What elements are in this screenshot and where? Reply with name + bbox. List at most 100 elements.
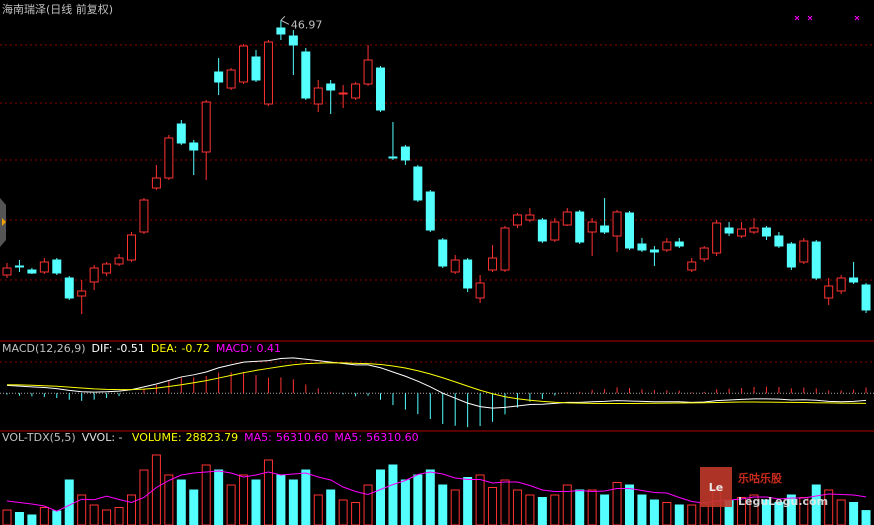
candle-body bbox=[14, 265, 24, 268]
candle-body bbox=[251, 56, 261, 81]
volume-bar bbox=[811, 484, 821, 525]
candle-body bbox=[39, 261, 49, 273]
candle-body bbox=[2, 267, 12, 276]
volume-bar bbox=[338, 499, 348, 525]
volume-bar bbox=[425, 469, 435, 525]
candle-body bbox=[849, 277, 859, 283]
volume-bar bbox=[64, 479, 74, 525]
readout-name: MA5: bbox=[334, 431, 362, 444]
candle-body bbox=[836, 277, 846, 292]
candle-body bbox=[712, 222, 722, 254]
volume-bar bbox=[637, 494, 647, 525]
candle-body bbox=[575, 211, 585, 243]
volume-bar bbox=[488, 487, 498, 525]
candle-body bbox=[724, 227, 734, 234]
volume-bar bbox=[52, 510, 62, 525]
candle-body bbox=[674, 241, 684, 247]
high-pointer bbox=[280, 15, 290, 25]
volume-bar bbox=[600, 494, 610, 525]
candle-body bbox=[89, 267, 99, 283]
candle-body bbox=[301, 51, 311, 99]
volume-bar bbox=[537, 497, 547, 525]
candle-body bbox=[749, 227, 759, 233]
candle-body bbox=[737, 228, 747, 237]
candle-body bbox=[288, 35, 298, 46]
candle-body bbox=[77, 290, 87, 297]
readout-name: DEA: bbox=[151, 342, 177, 355]
volume-bar bbox=[388, 464, 398, 525]
candle-body bbox=[512, 214, 522, 226]
candle-body bbox=[811, 241, 821, 279]
volume-bar bbox=[2, 509, 12, 525]
volume-bar bbox=[649, 499, 659, 525]
volume-bar bbox=[164, 474, 174, 525]
volume-bar bbox=[587, 489, 597, 525]
candle-body bbox=[450, 259, 460, 273]
readout: VOL-TDX(5,5) VVOL: - VOLUME: 28823.79 MA5: 56… bbox=[2, 431, 419, 444]
candle-body bbox=[488, 257, 498, 271]
watermark-title: 乐咕乐股 bbox=[738, 471, 783, 485]
candle-body bbox=[214, 71, 224, 83]
readout-value: 56310.60 bbox=[366, 431, 419, 444]
volume-bar bbox=[612, 482, 622, 525]
candle-body bbox=[376, 67, 385, 111]
candle-body bbox=[326, 83, 336, 91]
candle-body bbox=[425, 191, 435, 231]
volume-bar bbox=[687, 504, 697, 525]
candle-body bbox=[786, 243, 796, 268]
volume-bar bbox=[14, 512, 24, 525]
candle-body bbox=[612, 211, 622, 237]
volume-bar bbox=[239, 474, 249, 525]
candle-body bbox=[649, 249, 659, 253]
marker bbox=[794, 15, 860, 21]
candle-body bbox=[189, 142, 199, 151]
candle-body bbox=[201, 101, 211, 153]
candle-body bbox=[263, 41, 273, 105]
candle-body bbox=[164, 137, 174, 179]
volume-bar bbox=[562, 484, 572, 525]
candle-body bbox=[625, 212, 634, 249]
volume-bar bbox=[749, 494, 759, 525]
readout-name: MACD: bbox=[216, 342, 253, 355]
watermark: Le 乐咕乐股 LeguLegu.com bbox=[700, 467, 828, 508]
candle-body bbox=[475, 282, 485, 299]
candle-body bbox=[400, 146, 410, 161]
candle-body bbox=[463, 259, 473, 289]
chart-title: 海南瑞泽(日线 前复权) bbox=[2, 2, 113, 16]
candle-body bbox=[127, 234, 136, 261]
volume-bar bbox=[861, 510, 871, 525]
candle-body bbox=[151, 177, 161, 189]
volume-bar bbox=[114, 507, 124, 525]
candle-body bbox=[114, 257, 124, 265]
candle-body bbox=[413, 166, 423, 201]
readout-name: VOLUME: bbox=[132, 431, 182, 444]
candle-body bbox=[313, 87, 323, 105]
markers bbox=[794, 15, 860, 21]
volume-bar bbox=[214, 469, 224, 525]
candle-body bbox=[799, 240, 809, 263]
readout-value: 0.41 bbox=[257, 342, 282, 355]
macd-line bbox=[6, 357, 867, 409]
volume-bar bbox=[77, 494, 87, 525]
volume-bar bbox=[127, 494, 136, 525]
volume-bar bbox=[363, 484, 373, 525]
volume-bar bbox=[674, 504, 684, 525]
volume-bar bbox=[226, 484, 236, 525]
volume-bar bbox=[737, 497, 747, 525]
candle-body bbox=[861, 284, 871, 311]
readout-name: DIF: bbox=[92, 342, 113, 355]
volume-bar bbox=[438, 484, 448, 525]
candle-body bbox=[761, 227, 771, 237]
candle-body bbox=[500, 227, 510, 271]
candle-body bbox=[139, 199, 149, 233]
volume-bar bbox=[400, 479, 410, 525]
candle-body bbox=[537, 219, 547, 242]
watermark-logo: Le bbox=[709, 481, 723, 494]
volume-bar bbox=[27, 514, 37, 525]
volume-bar bbox=[500, 479, 510, 525]
volume-bar bbox=[836, 499, 846, 525]
candle-body bbox=[64, 277, 74, 299]
candle-body bbox=[276, 27, 286, 35]
readout-value: 28823.79 bbox=[186, 431, 239, 444]
